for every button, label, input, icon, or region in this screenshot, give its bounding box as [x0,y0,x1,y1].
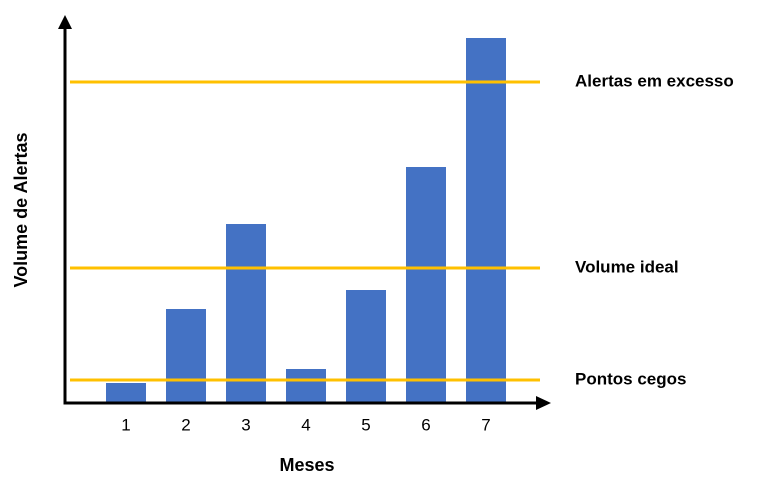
y-axis-arrow [58,15,72,29]
bar [346,290,386,403]
bar [286,369,326,403]
x-tick-label: 3 [241,415,250,434]
x-tick-label: 1 [121,415,130,434]
bar [406,167,446,403]
reference-label: Volume ideal [575,257,679,276]
reference-label: Pontos cegos [575,369,686,388]
y-axis-title: Volume de Alertas [11,132,31,287]
reference-label: Alertas em excesso [575,71,734,90]
bar [226,224,266,403]
bar [466,38,506,403]
x-tick-label: 2 [181,415,190,434]
x-axis-title: Meses [279,455,334,475]
bar [106,383,146,403]
x-tick-label: 5 [361,415,370,434]
x-axis-arrow [536,396,551,410]
bar [166,309,206,403]
x-tick-label: 4 [301,415,310,434]
x-tick-label: 6 [421,415,430,434]
x-tick-label: 7 [481,415,490,434]
